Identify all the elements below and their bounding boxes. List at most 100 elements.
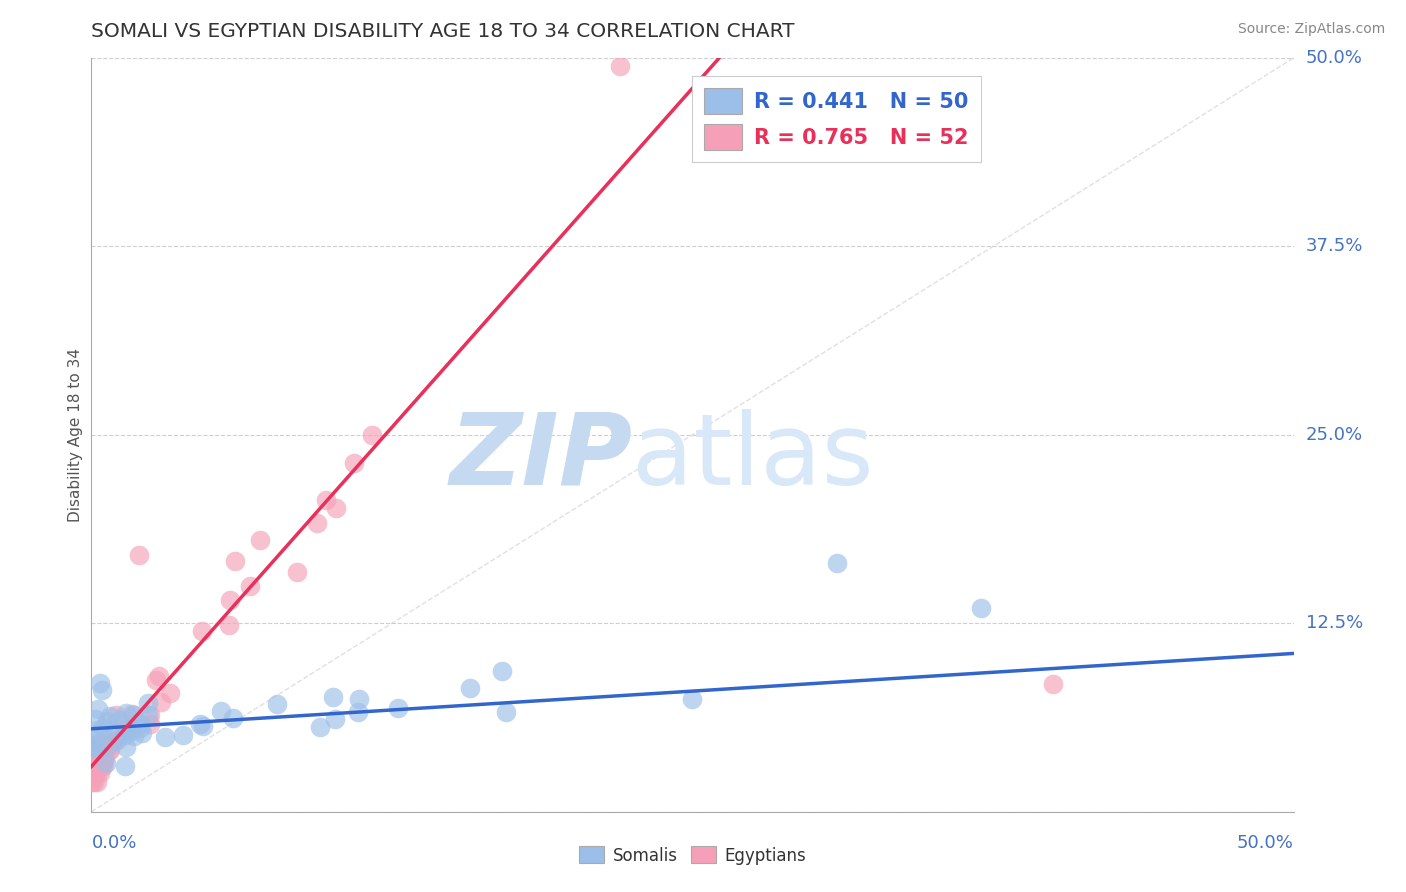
Point — [89, 736, 111, 750]
Point — [322, 690, 344, 705]
Point — [84, 751, 107, 765]
Point — [86, 765, 108, 780]
Text: Source: ZipAtlas.com: Source: ZipAtlas.com — [1237, 22, 1385, 37]
Point — [115, 739, 138, 754]
Point — [139, 707, 162, 722]
Point — [82, 770, 104, 784]
Point — [89, 766, 111, 780]
Point — [86, 774, 108, 789]
Point — [249, 533, 271, 548]
Point — [307, 516, 329, 531]
Point — [219, 593, 242, 607]
Point — [114, 728, 136, 742]
Point — [105, 732, 128, 747]
Point — [80, 739, 103, 754]
Point — [87, 725, 110, 739]
Point — [80, 741, 103, 756]
Text: 37.5%: 37.5% — [1306, 237, 1362, 255]
Point — [82, 764, 104, 778]
Point — [122, 730, 145, 744]
Point — [148, 668, 170, 682]
Point — [191, 719, 214, 733]
Point — [122, 708, 145, 723]
Point — [83, 712, 105, 726]
Point — [93, 752, 115, 766]
Point — [98, 743, 121, 757]
Point — [138, 696, 160, 710]
Point — [970, 601, 993, 615]
Point — [96, 714, 118, 729]
Legend: R = 0.441   N = 50, R = 0.765   N = 52: R = 0.441 N = 50, R = 0.765 N = 52 — [692, 76, 981, 162]
Point — [221, 711, 243, 725]
Point — [309, 720, 332, 734]
Point — [145, 673, 167, 688]
Text: 0.0%: 0.0% — [91, 834, 136, 853]
Point — [103, 735, 125, 749]
Point — [136, 708, 159, 723]
Point — [239, 579, 262, 593]
Point — [108, 713, 131, 727]
Point — [89, 676, 111, 690]
Point — [115, 706, 138, 720]
Text: ZIP: ZIP — [450, 409, 633, 506]
Point — [83, 751, 105, 765]
Point — [83, 774, 105, 789]
Text: atlas: atlas — [633, 409, 875, 506]
Text: 12.5%: 12.5% — [1306, 615, 1362, 632]
Point — [98, 743, 121, 757]
Point — [86, 723, 108, 737]
Point — [93, 753, 115, 767]
Point — [89, 755, 111, 769]
Point — [128, 717, 150, 731]
Text: SOMALI VS EGYPTIAN DISABILITY AGE 18 TO 34 CORRELATION CHART: SOMALI VS EGYPTIAN DISABILITY AGE 18 TO … — [91, 22, 794, 41]
Point — [495, 705, 517, 719]
Point — [96, 739, 118, 754]
Text: 50.0%: 50.0% — [1306, 49, 1362, 67]
Point — [343, 457, 366, 471]
Point — [266, 697, 288, 711]
Point — [681, 691, 703, 706]
Point — [285, 565, 308, 579]
Point — [609, 58, 631, 72]
Point — [128, 721, 150, 735]
Point — [155, 731, 177, 745]
Point — [120, 722, 142, 736]
Point — [114, 759, 136, 773]
Point — [172, 728, 194, 742]
Point — [190, 624, 212, 639]
Point — [218, 618, 240, 632]
Point — [104, 723, 127, 737]
Point — [86, 752, 108, 766]
Point — [90, 738, 112, 752]
Point — [114, 723, 136, 738]
Point — [323, 712, 346, 726]
Point — [82, 774, 104, 789]
Point — [90, 683, 112, 698]
Y-axis label: Disability Age 18 to 34: Disability Age 18 to 34 — [67, 348, 83, 522]
Point — [361, 428, 384, 442]
Point — [91, 747, 114, 761]
Point — [387, 701, 409, 715]
Point — [349, 692, 371, 706]
Point — [325, 500, 347, 515]
Point — [86, 741, 108, 756]
Point — [131, 726, 153, 740]
Point — [150, 695, 173, 709]
Point — [80, 738, 103, 752]
Point — [825, 556, 848, 570]
Point — [121, 706, 143, 721]
Point — [315, 492, 337, 507]
Point — [188, 717, 211, 731]
Point — [94, 739, 117, 754]
Point — [159, 686, 181, 700]
Point — [458, 681, 481, 696]
Text: 50.0%: 50.0% — [1237, 834, 1294, 853]
Point — [139, 717, 162, 731]
Point — [1042, 676, 1064, 690]
Point — [224, 554, 246, 568]
Point — [94, 756, 117, 770]
Point — [91, 721, 114, 735]
Point — [98, 709, 121, 723]
Point — [90, 759, 112, 773]
Point — [90, 756, 112, 770]
